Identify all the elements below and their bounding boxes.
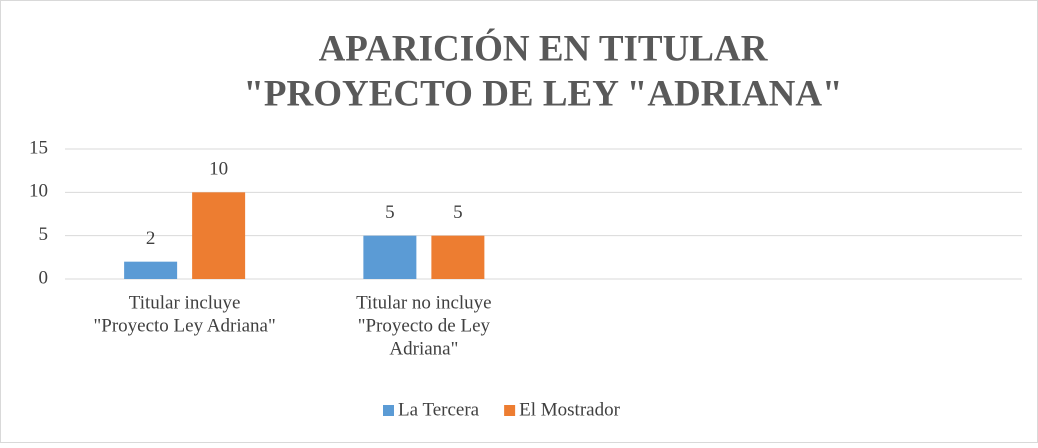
data-label: 5 (453, 202, 463, 223)
y-tick-label: 0 (39, 267, 49, 288)
legend-swatch (504, 405, 516, 416)
y-tick-label: 5 (39, 224, 49, 245)
bar (431, 235, 485, 279)
legend-label: El Mostrador (519, 399, 620, 420)
data-label: 5 (385, 202, 395, 223)
y-tick-label: 15 (29, 137, 48, 158)
x-tick-label: Adriana" (389, 338, 458, 359)
data-label: 10 (209, 159, 228, 180)
x-tick-label: "Proyecto Ley Adriana" (94, 315, 276, 336)
data-label: 2 (146, 228, 156, 249)
chart-title: APARICIÓN EN TITULAR (319, 27, 769, 69)
legend-label: La Tercera (398, 399, 480, 420)
x-tick-label: Titular incluye (129, 292, 241, 313)
x-tick-label: "Proyecto de Ley (358, 315, 491, 336)
y-tick-label: 10 (29, 181, 48, 202)
x-tick-label: Titular no incluye (356, 292, 491, 313)
bar (124, 261, 178, 279)
bar (363, 235, 417, 279)
legend-swatch (383, 405, 394, 416)
chart-title: "PROYECTO DE LEY "ADRIANA" (243, 73, 842, 114)
bar (192, 192, 246, 279)
